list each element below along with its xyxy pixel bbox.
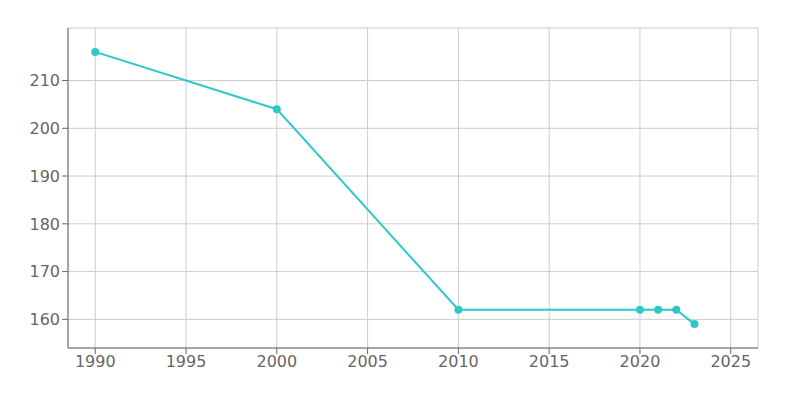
svg-text:180: 180 [29,215,60,234]
svg-text:200: 200 [29,119,60,138]
svg-text:1995: 1995 [166,352,207,371]
svg-text:2010: 2010 [438,352,479,371]
svg-text:160: 160 [29,310,60,329]
svg-text:1990: 1990 [75,352,116,371]
svg-text:190: 190 [29,167,60,186]
svg-text:2015: 2015 [529,352,570,371]
svg-text:2000: 2000 [256,352,297,371]
svg-text:2025: 2025 [710,352,751,371]
svg-text:2020: 2020 [620,352,661,371]
svg-text:210: 210 [29,71,60,90]
svg-text:170: 170 [29,262,60,281]
svg-text:2005: 2005 [347,352,388,371]
